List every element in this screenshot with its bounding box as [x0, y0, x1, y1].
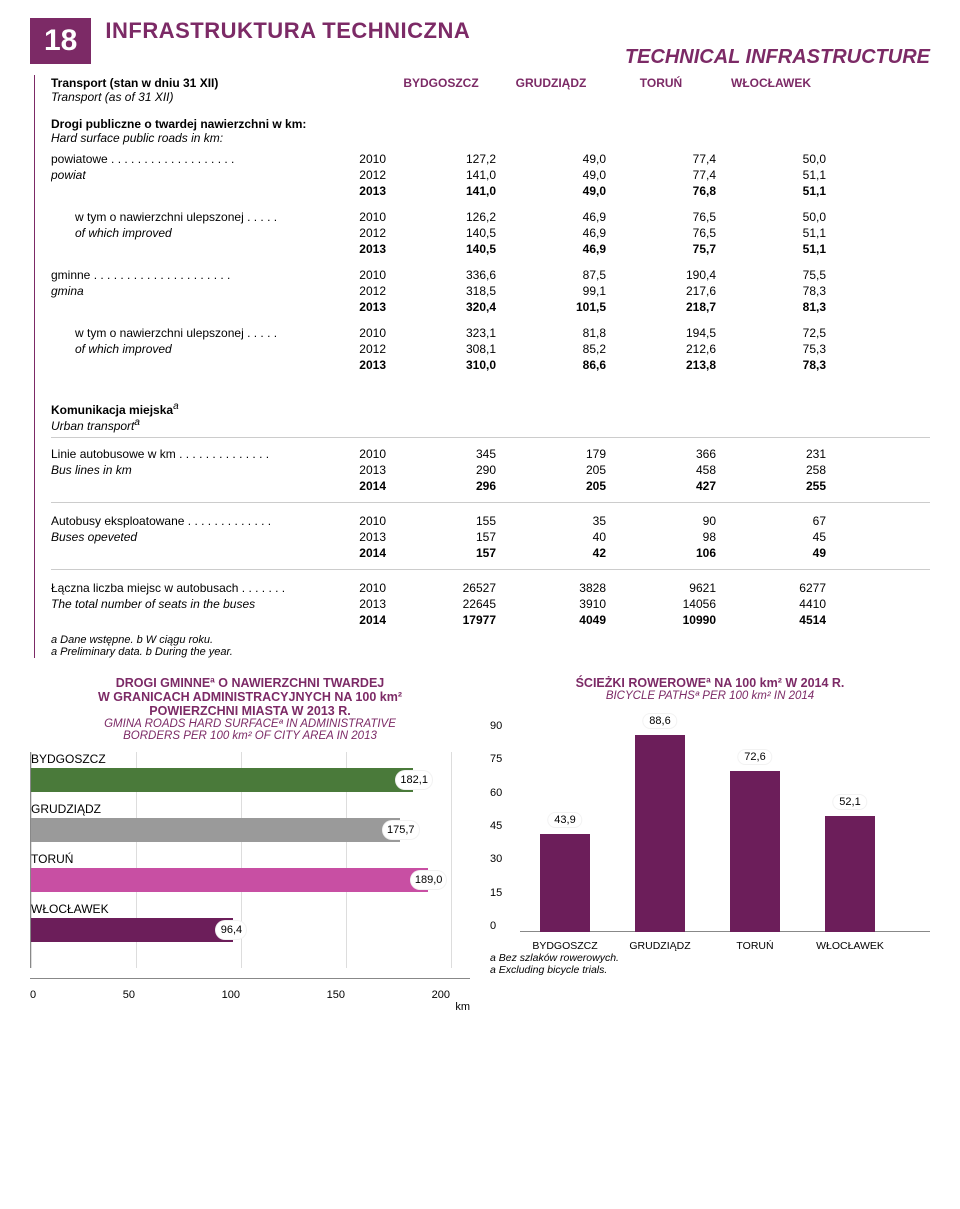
vbar-category: TORUŃ	[710, 940, 800, 952]
chart-bike: ŚCIEŻKI ROWEROWEª NA 100 km² W 2014 R. B…	[490, 676, 930, 1013]
hbar-row: WŁOCŁAWEK96,4	[31, 902, 450, 942]
hbar-row: BYDGOSZCZ182,1	[31, 752, 450, 792]
vbar-value: 88,6	[642, 713, 677, 729]
footnote-en: a Preliminary data. b During the year.	[51, 646, 930, 658]
table-row: w tym o nawierzchni ulepszonej . . . . .…	[51, 325, 930, 341]
charts-row: DROGI GMINNEª O NAWIERZCHNI TWARDEJ W GR…	[30, 676, 930, 1013]
hbar-value: 189,0	[410, 870, 448, 890]
vbar-category: WŁOCŁAWEK	[805, 940, 895, 952]
chart-roads-title1: DROGI GMINNEª O NAWIERZCHNI TWARDEJ	[30, 676, 470, 690]
title-en: TECHNICAL INFRASTRUCTURE	[105, 46, 930, 69]
section2-title: Komunikacja miejskaa Urban transporta	[51, 401, 930, 438]
table-row: powiat2012141,049,077,451,1	[51, 167, 930, 183]
section1-title: Drogi publiczne o twardej nawierzchni w …	[51, 117, 930, 145]
chart-bike-title: ŚCIEŻKI ROWEROWEª NA 100 km² W 2014 R.	[490, 676, 930, 690]
vbar-category: GRUDZIĄDZ	[615, 940, 705, 952]
table-row: of which improved2012140,546,976,551,1	[51, 225, 930, 241]
footnote-pl: a Dane wstępne. b W ciągu roku.	[51, 634, 930, 646]
table-header-row: Transport (stan w dniu 31 XII) Transport…	[51, 75, 930, 105]
chart-roads: DROGI GMINNEª O NAWIERZCHNI TWARDEJ W GR…	[30, 676, 470, 1013]
table-row: 20141574210649	[51, 545, 930, 561]
transport-label-pl: Transport (stan w dniu 31 XII)	[51, 76, 218, 90]
table-row: Buses opeveted2013157409845	[51, 529, 930, 545]
vbar: 52,1	[825, 816, 875, 932]
col-grudziadz: GRUDZIĄDZ	[496, 76, 606, 104]
table-row: gmina2012318,599,1217,678,3	[51, 283, 930, 299]
vbar: 43,9	[540, 834, 590, 932]
table-row: The total number of seats in the buses20…	[51, 596, 930, 612]
chart-roads-title2: W GRANICACH ADMINISTRACYJNYCH NA 100 km²	[30, 690, 470, 704]
title-pl: INFRASTRUKTURA TECHNICZNA	[105, 18, 930, 44]
hbar	[31, 918, 233, 942]
section1-rows: powiatowe . . . . . . . . . . . . . . . …	[51, 151, 930, 373]
vbar-value: 72,6	[737, 749, 772, 765]
vbar: 72,6	[730, 771, 780, 932]
table-row: Autobusy eksploatowane . . . . . . . . .…	[51, 513, 930, 529]
transport-label-en: Transport (as of 31 XII)	[51, 90, 174, 104]
footnotes: a Dane wstępne. b W ciągu roku. a Prelim…	[51, 634, 930, 658]
hbar-value: 96,4	[215, 920, 247, 940]
section2-rows: Linie autobusowe w km . . . . . . . . . …	[51, 446, 930, 628]
main-table: Transport (stan w dniu 31 XII) Transport…	[34, 75, 930, 658]
hbar-unit: km	[30, 1001, 470, 1013]
page-header: 18 INFRASTRUKTURA TECHNICZNA TECHNICAL I…	[30, 18, 930, 69]
hbar-axis: 050100150200	[30, 989, 450, 1001]
section1-title-en: Hard surface public roads in km:	[51, 131, 930, 145]
chart-bike-foot-pl: a Bez szlaków rowerowych.	[490, 952, 930, 964]
chart-roads-title-en1: GMINA ROADS HARD SURFACEª IN ADMINISTRAT…	[30, 718, 470, 730]
hbar-area: BYDGOSZCZ182,1 GRUDZIĄDZ175,7 TORUŃ189,0 WŁ…	[30, 752, 450, 968]
table-row: powiatowe . . . . . . . . . . . . . . . …	[51, 151, 930, 167]
col-torun: TORUŃ	[606, 76, 716, 104]
chart-roads-title-en2: BORDERS PER 100 km² OF CITY AREA IN 2013	[30, 730, 470, 742]
table-row: w tym o nawierzchni ulepszonej . . . . .…	[51, 209, 930, 225]
vbar-value: 43,9	[547, 812, 582, 828]
table-row: of which improved2012308,185,2212,675,3	[51, 341, 930, 357]
section2-title-pl: Komunikacja miejska	[51, 403, 173, 417]
hbar	[31, 818, 400, 842]
table-row: 2013320,4101,5218,781,3	[51, 299, 930, 315]
table-row: gminne . . . . . . . . . . . . . . . . .…	[51, 267, 930, 283]
hbar-row: TORUŃ189,0	[31, 852, 450, 892]
hbar	[31, 768, 413, 792]
hbar-row: GRUDZIĄDZ175,7	[31, 802, 450, 842]
table-row: Bus lines in km2013290205458258	[51, 462, 930, 478]
section1-title-pl: Drogi publiczne o twardej nawierzchni w …	[51, 117, 930, 131]
hbar-value: 175,7	[382, 820, 420, 840]
page: 18 INFRASTRUKTURA TECHNICZNA TECHNICAL I…	[0, 0, 960, 1033]
vbar-value: 52,1	[832, 794, 867, 810]
table-row: Linie autobusowe w km . . . . . . . . . …	[51, 446, 930, 462]
vbar-area: 015304560759043,9BYDGOSZCZ88,6GRUDZIĄDZ7…	[490, 712, 930, 952]
table-row: 2013140,546,975,751,1	[51, 241, 930, 257]
table-row: Łączna liczba miejsc w autobusach . . . …	[51, 580, 930, 596]
hbar-value: 182,1	[395, 770, 433, 790]
vbar: 88,6	[635, 735, 685, 932]
col-bydgoszcz: BYDGOSZCZ	[386, 76, 496, 104]
chart-bike-title-en: BICYCLE PATHSª PER 100 km² IN 2014	[490, 690, 930, 702]
chart-bike-foot-en: a Excluding bicycle trials.	[490, 964, 930, 976]
hbar	[31, 868, 428, 892]
section2-title-en: Urban transport	[51, 419, 134, 433]
page-number: 18	[30, 18, 91, 64]
table-row: 2013310,086,6213,878,3	[51, 357, 930, 373]
table-row: 2014296205427255	[51, 478, 930, 494]
chart-roads-title3: POWIERZCHNI MIASTA W 2013 R.	[30, 704, 470, 718]
vbar-category: BYDGOSZCZ	[520, 940, 610, 952]
table-row: 2014179774049109904514	[51, 612, 930, 628]
table-row: 2013141,049,076,851,1	[51, 183, 930, 199]
col-wloclawek: WŁOCŁAWEK	[716, 76, 826, 104]
